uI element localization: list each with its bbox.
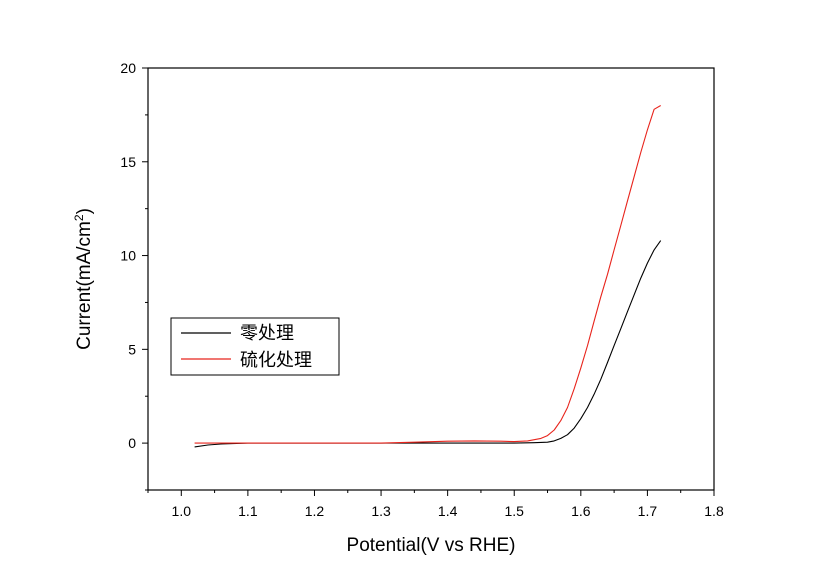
series-line-1 bbox=[194, 105, 661, 444]
legend-label-series-0: 零处理 bbox=[240, 323, 294, 344]
series-layer bbox=[194, 105, 662, 448]
legend-box bbox=[170, 317, 340, 376]
x-axis-ticks: 1.0 1.1 1.2 1.3 1.4 1.5 1.6 1.7 1.8 bbox=[147, 490, 724, 519]
x-tick-label: 1.1 bbox=[238, 503, 258, 519]
legend-label-series-1: 硫化处理 bbox=[240, 350, 312, 371]
y-tick-label: 10 bbox=[120, 248, 136, 264]
y-axis-title: Current(mA/cm2) bbox=[72, 208, 95, 350]
y-axis-ticks: 0 5 10 15 20 bbox=[120, 60, 148, 491]
y-tick-label: 5 bbox=[128, 341, 136, 357]
x-tick-label: 1.3 bbox=[371, 503, 391, 519]
y-axis-title-sup: 2 bbox=[72, 214, 86, 221]
x-tick-label: 1.6 bbox=[571, 503, 591, 519]
legend: 零处理 硫化处理 bbox=[170, 317, 340, 376]
x-tick-label: 1.2 bbox=[305, 503, 325, 519]
x-tick-label: 1.4 bbox=[438, 503, 458, 519]
plot-frame bbox=[147, 67, 715, 491]
x-tick-label: 1.5 bbox=[505, 503, 525, 519]
y-axis-title-main: Current(mA/cm bbox=[74, 221, 95, 350]
x-axis-title: Potential(V vs RHE) bbox=[347, 535, 516, 556]
y-tick-label: 0 bbox=[128, 435, 136, 451]
x-tick-label: 1.8 bbox=[704, 503, 724, 519]
x-tick-label: 1.0 bbox=[172, 503, 192, 519]
y-axis-title-close: ) bbox=[74, 208, 95, 214]
y-tick-label: 20 bbox=[120, 60, 136, 76]
y-tick-label: 15 bbox=[120, 154, 136, 170]
x-tick-label: 1.7 bbox=[638, 503, 658, 519]
